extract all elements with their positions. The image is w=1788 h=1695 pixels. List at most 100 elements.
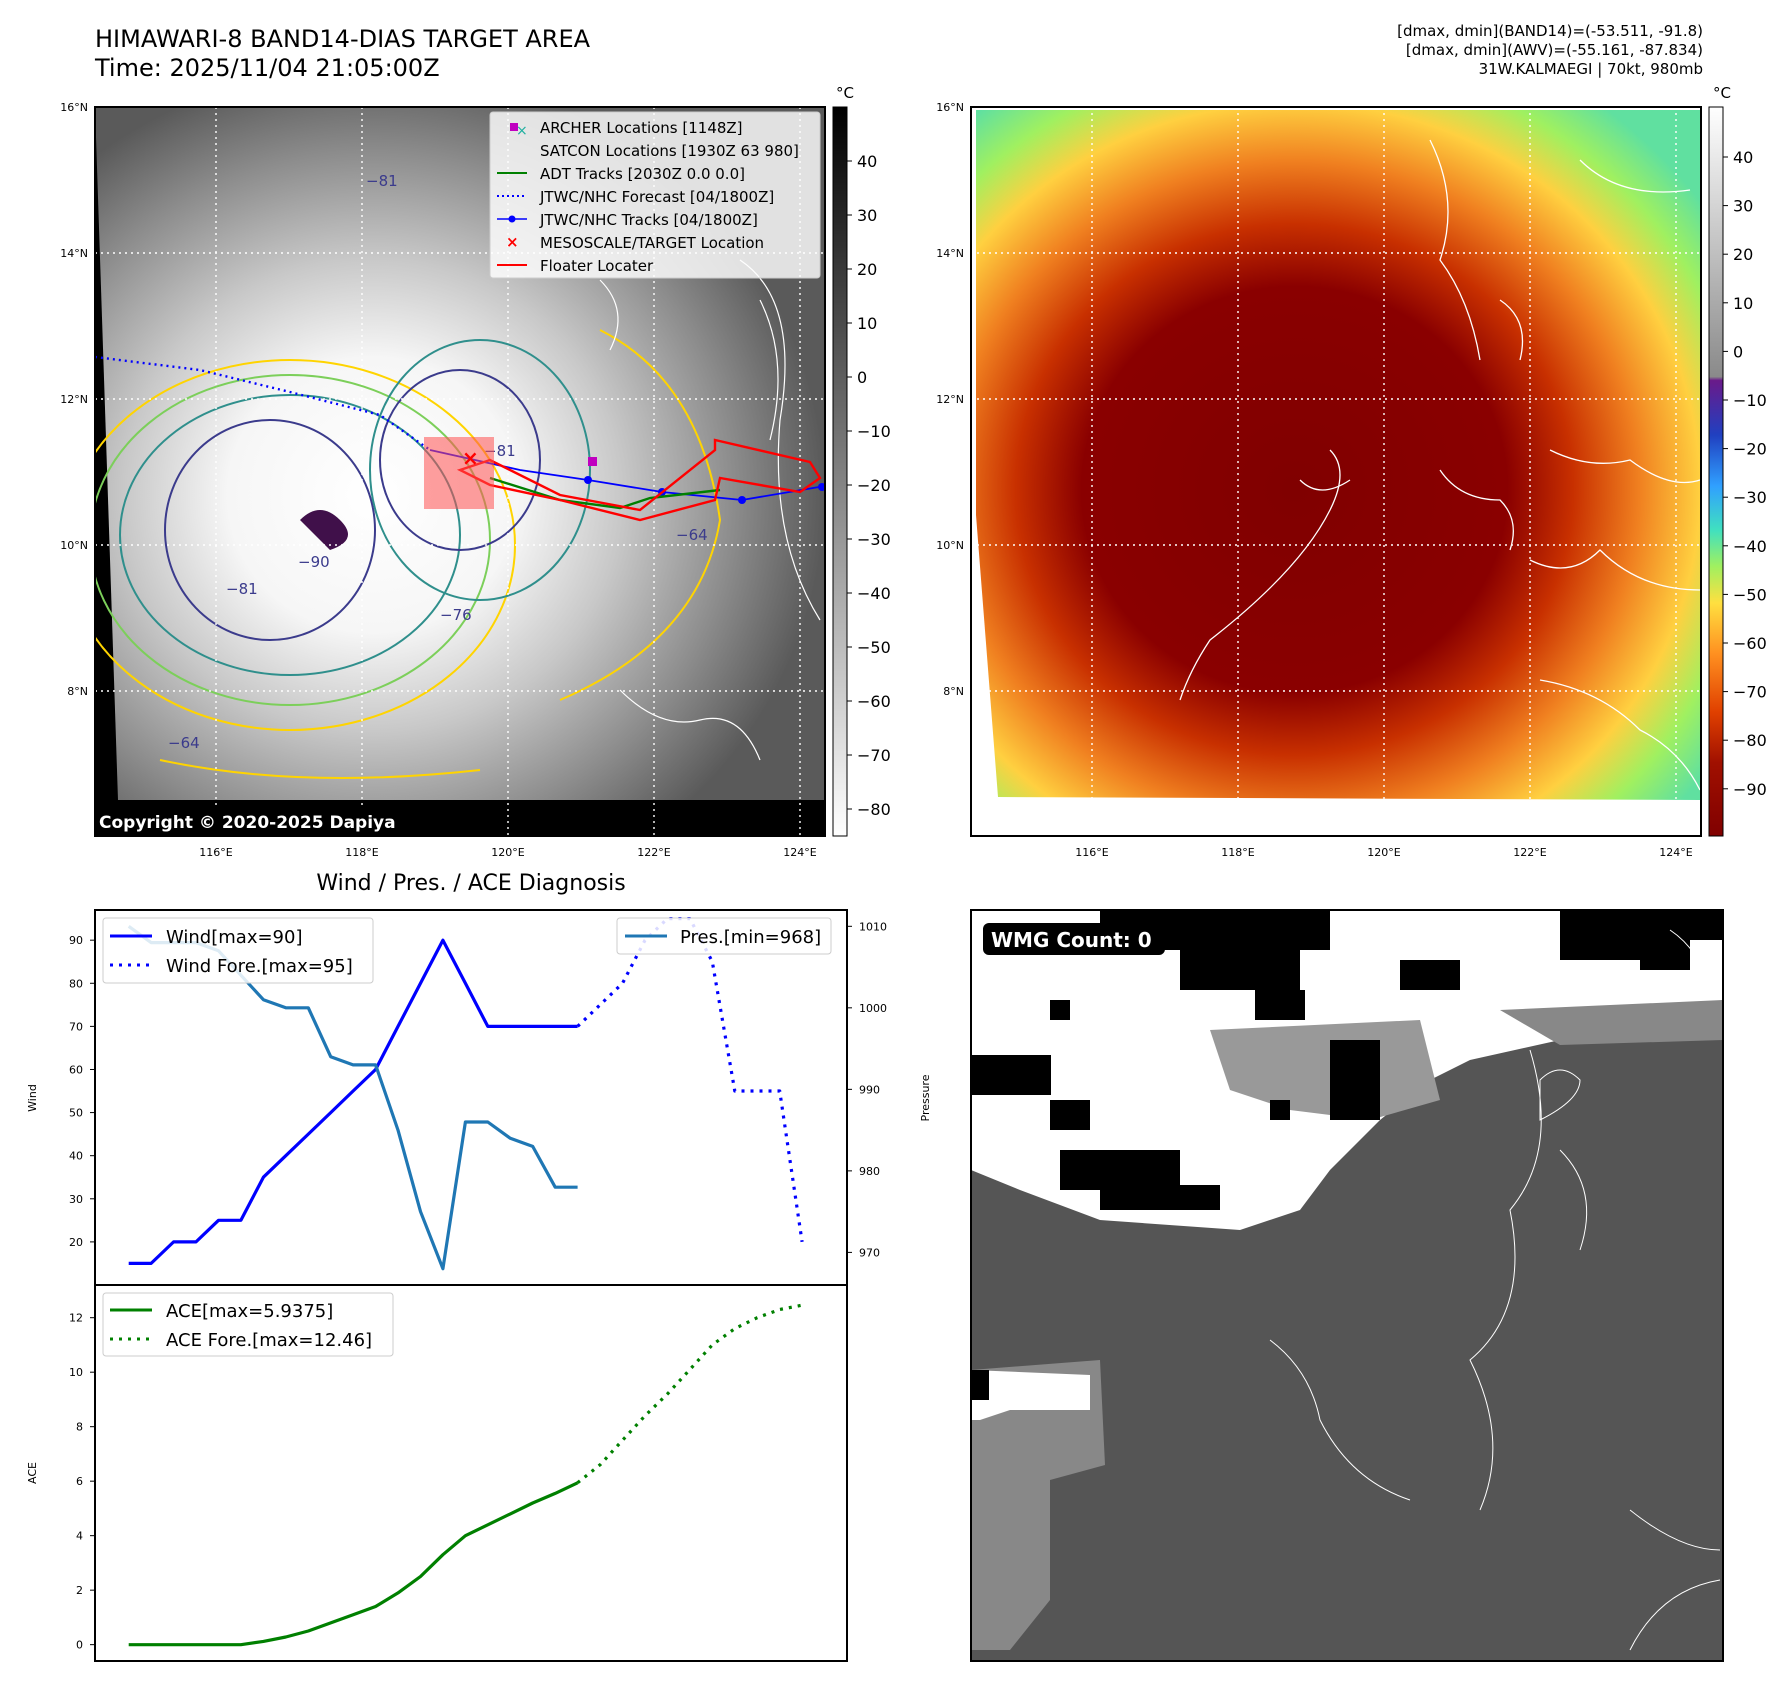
y-right-tick-label: 1000 — [859, 1002, 887, 1015]
wv-coastlines — [1179, 139, 1701, 791]
colorbar-tick-label: −60 — [1733, 634, 1767, 653]
y-tick-label: 12 — [69, 1312, 83, 1325]
colorbar-tick-label: −80 — [857, 800, 891, 819]
lon-tick: 118°E — [345, 846, 378, 859]
chart-title: Wind / Pres. / ACE Diagnosis — [316, 871, 625, 896]
lat-tick: 8°N — [67, 685, 88, 698]
lat-tick: 12°N — [936, 393, 964, 406]
y-right-tick-label: 970 — [859, 1246, 880, 1259]
legend-label: JTWC/NHC Tracks [04/1800Z] — [539, 211, 758, 229]
wind-legend: Wind[max=90] Wind Fore.[max=95] Pres.[mi… — [102, 917, 832, 984]
colorbar-tick-label: −80 — [1733, 731, 1767, 750]
wv-axis-labels: 16°N 14°N 12°N 10°N 8°N 116°E 118°E 120°… — [936, 101, 1693, 859]
ace-legend: ACE[max=5.9375] ACE Fore.[max=12.46] — [102, 1292, 394, 1357]
title-line-1: HIMAWARI-8 BAND14-DIAS TARGET AREA — [95, 25, 591, 53]
y-tick-label: 0 — [76, 1639, 83, 1652]
lat-tick: 14°N — [60, 247, 88, 260]
wmg-coastlines — [1269, 929, 1721, 1651]
y-right-tick-label: 980 — [859, 1165, 880, 1178]
contour-label: −64 — [168, 734, 200, 752]
colorbar-tick-label: 30 — [857, 206, 877, 225]
stats-line-2: [dmax, dmin](AWV)=(-55.161, -87.834) — [1405, 41, 1703, 59]
contour-label: −76 — [440, 606, 472, 624]
lat-tick: 12°N — [60, 393, 88, 406]
stats-line-3: 31W.KALMAEGI | 70kt, 980mb — [1478, 60, 1703, 78]
legend-label: ARCHER Locations [1148Z] — [540, 119, 743, 137]
lat-tick: 10°N — [936, 539, 964, 552]
series-line-ace — [128, 1481, 579, 1647]
lon-tick: 122°E — [1513, 846, 1546, 859]
colorbar-tick-label: −30 — [1733, 488, 1767, 507]
lon-tick: 124°E — [783, 846, 816, 859]
wmg-frame — [970, 909, 1724, 1662]
title-line-2: Time: 2025/11/04 21:05:00Z — [95, 54, 440, 82]
copyright-text: Copyright © 2020-2025 Dapiya — [99, 813, 396, 833]
ir-tracks: × — [94, 355, 826, 522]
stats-block: [dmax, dmin](BAND14)=(-53.511, -91.8) [d… — [1397, 22, 1703, 79]
lat-tick: 14°N — [936, 247, 964, 260]
series-line-wind — [128, 938, 578, 1266]
ir-axis-labels: 16°N 14°N 12°N 10°N 8°N 116°E 118°E 120°… — [60, 101, 817, 859]
floater-locater — [456, 438, 822, 522]
legend-label: Floater Locater — [540, 257, 654, 275]
legend-label: Pres.[min=968] — [680, 927, 821, 948]
y-tick-label: 2 — [76, 1584, 83, 1597]
ir-legend: × × ARCHER Locations [1148Z] SATCON Loca… — [489, 111, 821, 279]
colorbar-tick-label: 10 — [1733, 294, 1753, 313]
y-tick-label: 6 — [76, 1475, 83, 1488]
lon-tick: 122°E — [637, 846, 670, 859]
wv-colorbar-bar — [1708, 106, 1724, 837]
ir-colorbar-unit: °C — [836, 84, 854, 102]
legend-label: MESOSCALE/TARGET Location — [540, 234, 764, 252]
lat-tick: 16°N — [60, 101, 88, 114]
colorbar-tick-label: −20 — [1733, 440, 1767, 459]
wind-axis-label: Wind — [26, 1084, 39, 1112]
lat-tick: 8°N — [943, 685, 964, 698]
series-line-ace-fore- — [576, 1303, 803, 1485]
colorbar-tick-label: 40 — [857, 152, 877, 171]
ir-contours — [95, 259, 821, 779]
colorbar-tick-label: −30 — [857, 530, 891, 549]
stats-line-1: [dmax, dmin](BAND14)=(-53.511, -91.8) — [1397, 22, 1703, 40]
colorbar-tick-label: −90 — [1733, 780, 1767, 799]
wv-imagery — [976, 110, 1700, 800]
legend-label: Wind[max=90] — [166, 927, 303, 948]
y-tick-label: 50 — [69, 1107, 83, 1120]
y-right-tick-label: 1010 — [859, 920, 887, 933]
legend-label: SATCON Locations [1930Z 63 980] — [540, 142, 799, 160]
lon-tick: 124°E — [1659, 846, 1692, 859]
pressure-axis-label: Pressure — [919, 1074, 932, 1121]
y-tick-label: 8 — [76, 1421, 83, 1434]
colorbar-tick-label: −70 — [1733, 683, 1767, 702]
archer-marker — [588, 457, 597, 466]
legend-label: ACE Fore.[max=12.46] — [166, 1330, 372, 1351]
legend-marker-archer — [510, 123, 518, 131]
lat-tick: 16°N — [936, 101, 964, 114]
wv-panel — [970, 106, 1702, 837]
ir-colorbar: °C 40 30 20 10 0 −10 −20 −30 −40 −50 −60 −70 −80 — [832, 84, 891, 837]
y-tick-label: 40 — [69, 1150, 83, 1163]
colorbar-tick-label: 20 — [1733, 245, 1753, 264]
wind-pressure-chart: Wind / Pres. / ACE Diagnosis Wind Pressu… — [26, 871, 932, 1286]
y-tick-label: 60 — [69, 1063, 83, 1076]
colorbar-tick-label: −60 — [857, 692, 891, 711]
colorbar-tick-label: −50 — [857, 638, 891, 657]
copyright-bar — [95, 805, 405, 836]
y-tick-label: 20 — [69, 1236, 83, 1249]
contour-label: −81 — [226, 580, 258, 598]
y-tick-label: 90 — [69, 934, 83, 947]
colorbar-tick-label: −50 — [1733, 585, 1767, 604]
colorbar-tick-label: 40 — [1733, 148, 1753, 167]
colorbar-tick-label: −40 — [1733, 537, 1767, 556]
y-tick-label: 10 — [69, 1366, 83, 1379]
colorbar-tick-label: 10 — [857, 314, 877, 333]
wv-colorbar-unit: °C — [1713, 84, 1731, 102]
jtwc-forecast-line — [94, 355, 431, 451]
y-tick-label: 4 — [76, 1530, 83, 1543]
mesoscale-target-marker: × — [462, 446, 479, 470]
colorbar-tick-label: −10 — [1733, 391, 1767, 410]
ir-contour-labels: −90 −81 −81 −76 −64 −64 −81 — [168, 172, 708, 752]
wmg-count-label: WMG Count: 0 — [991, 928, 1152, 952]
colorbar-tick-label: −10 — [857, 422, 891, 441]
